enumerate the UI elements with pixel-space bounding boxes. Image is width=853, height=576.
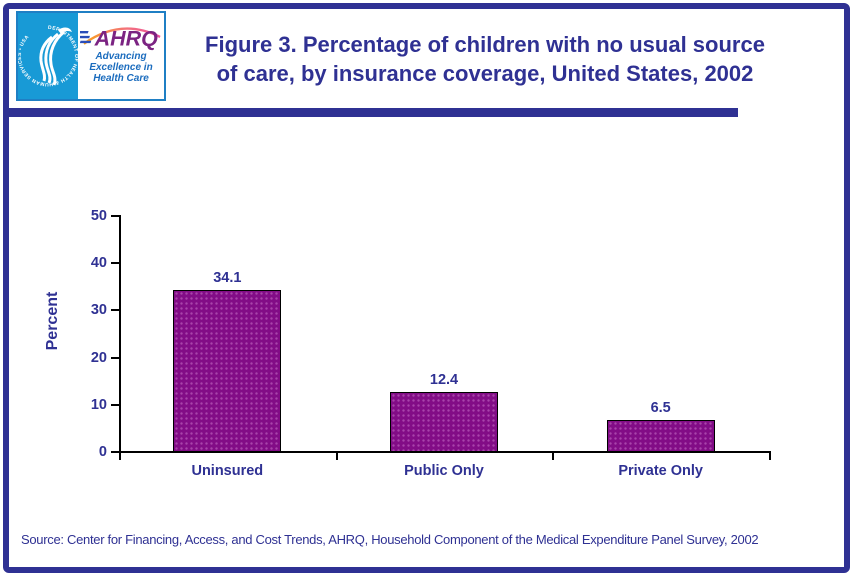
y-axis-line: [119, 215, 121, 453]
ahrq-wordmark-text: AHRQ: [94, 27, 159, 51]
y-axis-tick: [111, 262, 119, 265]
bar-public-only: [390, 392, 498, 452]
ahrq-tagline-line2: Excellence in: [89, 62, 153, 73]
y-axis-tick-label: 40: [90, 255, 107, 272]
y-axis-tick: [111, 356, 119, 359]
figure-title-line2: of care, by insurance coverage, United S…: [216, 61, 754, 86]
y-axis-tick-label: 10: [90, 396, 107, 413]
y-axis-title: Percent: [44, 291, 61, 351]
bar-value-label: 12.4: [429, 372, 459, 389]
figure-title: Figure 3. Percentage of children with no…: [160, 30, 810, 88]
source-note: Source: Center for Financing, Access, an…: [21, 532, 759, 547]
x-category-label: Public Only: [404, 463, 484, 479]
hhs-seal-panel: DEPARTMENT OF HEALTH & HUMAN SERVICES • …: [18, 13, 78, 99]
ahrq-tagline-line3: Health Care: [93, 73, 149, 84]
y-axis-tick-label: 50: [90, 208, 107, 224]
bar-private-only: [606, 420, 715, 452]
ahrq-wordmark-icon: AHRQ: [80, 27, 161, 51]
ahrq-tagline-line1: Advancing: [95, 51, 147, 62]
y-axis-tick: [111, 403, 119, 406]
y-axis-tick: [111, 309, 119, 312]
header-divider-bar: [6, 108, 738, 117]
x-axis-tick: [552, 453, 555, 460]
y-axis-tick-label: 20: [90, 349, 107, 366]
x-axis-line: [119, 451, 771, 453]
bar-value-label: 6.5: [650, 400, 671, 417]
figure-title-line1: Figure 3. Percentage of children with no…: [205, 32, 765, 57]
y-axis-tick-label: 30: [90, 302, 107, 319]
ahrq-wordmark-panel: AHRQ Advancing Excellence in Health Care: [78, 13, 164, 99]
y-axis-tick-label: 0: [98, 444, 107, 460]
ahrq-hhs-logo: DEPARTMENT OF HEALTH & HUMAN SERVICES • …: [16, 11, 166, 101]
x-axis-tick: [335, 453, 338, 460]
x-axis-tick: [119, 453, 121, 460]
x-axis-tick: [769, 453, 771, 460]
bar-uninsured: [173, 290, 282, 452]
x-category-label: Private Only: [618, 463, 703, 479]
bar-value-label: 34.1: [213, 270, 242, 287]
hhs-eagle-icon: DEPARTMENT OF HEALTH & HUMAN SERVICES • …: [18, 25, 78, 87]
x-category-label: Uninsured: [191, 463, 264, 479]
y-axis-tick: [111, 215, 119, 217]
y-axis-tick: [111, 451, 119, 453]
